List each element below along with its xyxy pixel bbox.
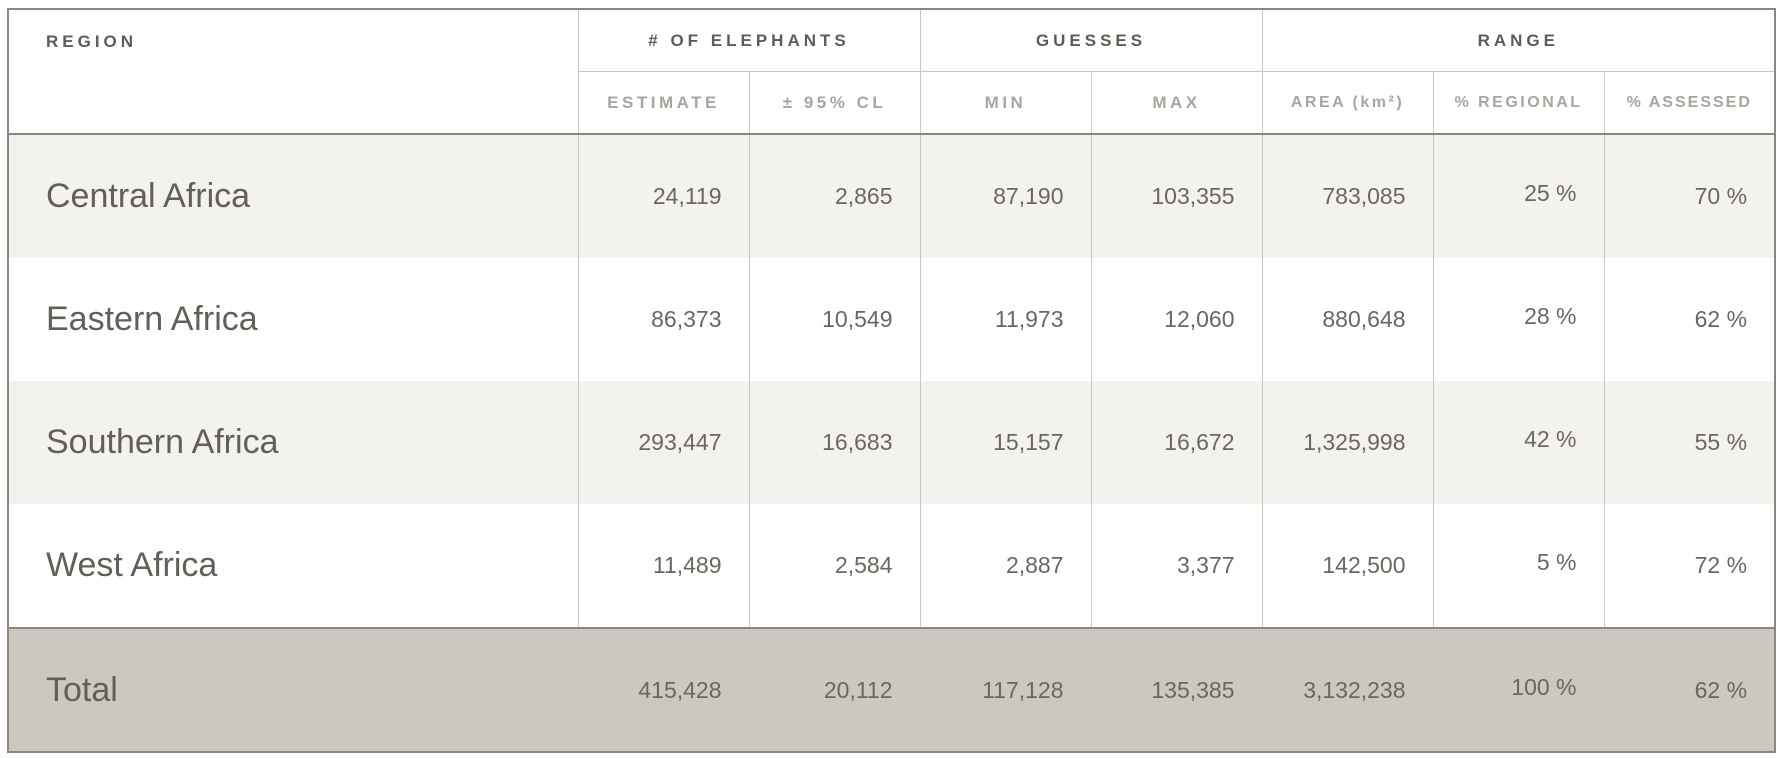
total-label: Total [8,627,578,752]
region-name: Southern Africa [8,381,578,504]
max-cell: 16,672 [1090,381,1263,504]
assessed-cell: 62 % [1603,258,1776,381]
estimate-column-header: ESTIMATE [577,71,749,135]
regional-cell: 25 % [1432,134,1605,258]
max-cell: 103,355 [1090,134,1263,258]
max-column-header: MAX [1090,71,1263,135]
elephant-table-container: REGION # OF ELEPHANTS GUESSES RANGE ESTI… [7,8,1777,753]
assessed-cell: 62 % [1603,627,1776,752]
confidence-cell: 10,549 [748,258,920,381]
estimate-cell: 415,428 [577,627,749,752]
confidence-cell: 2,584 [748,504,920,628]
assessed-cell: 55 % [1603,381,1776,504]
area-cell: 783,085 [1261,134,1434,258]
confidence-cell: 20,112 [748,627,920,752]
region-name: West Africa [46,546,218,584]
area-cell: 1,325,998 [1261,381,1434,504]
min-cell: 117,128 [919,627,1091,752]
region-name: Central Africa [8,134,578,258]
estimate-cell: 293,447 [577,381,749,504]
estimate-cell: 86,373 [577,258,749,381]
regional-cell: 5 % [1432,504,1605,628]
region-name: Eastern Africa [46,300,258,338]
regional-cell: 42 % [1432,381,1605,504]
confidence-column-header: ± 95% CL [748,71,920,135]
confidence-cell: 2,865 [748,134,920,258]
elephant-population-table: REGION # OF ELEPHANTS GUESSES RANGE ESTI… [7,8,1777,753]
total-row: Total 415,428 20,112 117,128 135,385 3,1… [8,627,1776,752]
max-cell: 3,377 [1090,504,1263,628]
guesses-group-header: GUESSES [919,9,1263,72]
min-cell: 2,887 [919,504,1091,628]
min-cell: 15,157 [919,381,1091,504]
regional-value: 42 % [1524,426,1577,452]
min-column-header: MIN [919,71,1091,135]
regional-value: 100 % [1511,673,1577,700]
table-row: West Africa 11,489 2,584 2,887 3,377 142… [8,504,1776,628]
max-cell: 135,385 [1090,627,1263,752]
min-cell: 87,190 [919,134,1091,258]
assessed-cell: 70 % [1603,134,1776,258]
area-cell: 3,132,238 [1261,627,1434,752]
regional-cell: 28 % [1432,258,1605,381]
confidence-cell: 16,683 [748,381,920,504]
regional-value: 28 % [1524,303,1577,329]
area-cell: 142,500 [1261,504,1434,628]
area-cell: 880,648 [1261,258,1434,381]
estimate-cell: 11,489 [577,504,749,628]
assessed-cell: 72 % [1603,504,1776,628]
regional-value: 5 % [1536,549,1577,575]
regional-cell: 100 % [1432,627,1605,752]
range-group-header: RANGE [1261,9,1776,72]
estimate-cell: 24,119 [577,134,749,258]
max-cell: 12,060 [1090,258,1263,381]
table-row: Southern Africa 293,447 16,683 15,157 16… [8,381,1776,504]
area-column-header: AREA (km²) [1261,71,1434,135]
min-cell: 11,973 [919,258,1091,381]
elephants-group-header: # OF ELEPHANTS [577,9,920,72]
regional-value: 25 % [1524,180,1577,206]
table-row: Eastern Africa 86,373 10,549 11,973 12,0… [8,258,1776,381]
assessed-column-header: % ASSESSED [1603,71,1776,135]
region-column-header: REGION [8,9,578,135]
table-row: Central Africa 24,119 2,865 87,190 103,3… [8,134,1776,258]
regional-column-header: % REGIONAL [1432,71,1605,135]
